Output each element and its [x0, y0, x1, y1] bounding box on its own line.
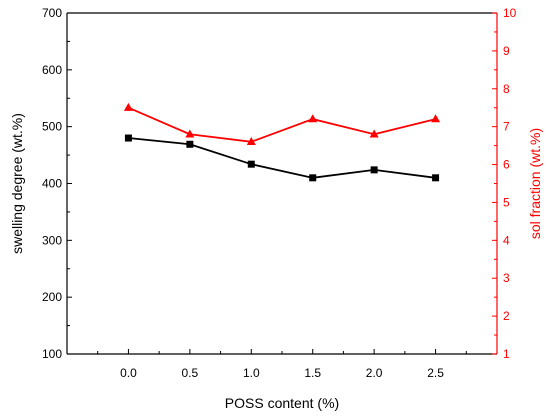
sol-fraction-series [123, 102, 441, 146]
left-y-tick-label: 700 [42, 6, 62, 20]
right-y-tick-label: 9 [503, 44, 510, 58]
left-y-tick-label: 500 [42, 120, 62, 134]
series-line [128, 106, 436, 143]
left-y-tick-label: 400 [42, 177, 62, 191]
data-point-triangle [308, 114, 318, 123]
x-tick-label: 1.0 [243, 366, 260, 380]
x-tick-label: 0.0 [120, 366, 137, 380]
data-point-triangle [185, 129, 195, 138]
data-point-square [309, 174, 317, 182]
left-y-tick-label: 100 [42, 347, 62, 361]
axes: 100 200 300 400 500 600 700 1 2 3 4 5 6 7 8 9 10 0.0 0.5 1.… [42, 6, 517, 380]
swelling-degree-series [124, 134, 440, 182]
data-point-triangle [123, 102, 133, 111]
right-y-axis-title: sol fraction (wt.%) [527, 128, 543, 239]
right-y-tick-label: 5 [503, 195, 510, 209]
x-tick-label: 0.5 [182, 366, 199, 380]
right-y-tick-label: 2 [503, 309, 510, 323]
right-y-tick-label: 3 [503, 271, 510, 285]
right-y-tick-label: 1 [503, 347, 510, 361]
data-point-triangle [431, 114, 441, 123]
data-point-square [432, 174, 440, 182]
data-point-triangle [369, 129, 379, 138]
series-line [128, 137, 436, 179]
data-point-triangle [246, 137, 256, 146]
data-point-square [247, 160, 255, 168]
right-y-tick-label: 10 [503, 6, 517, 20]
x-tick-label: 2.0 [366, 366, 383, 380]
right-y-tick-label: 6 [503, 158, 510, 172]
right-y-tick-label: 8 [503, 82, 510, 96]
data-point-square [186, 140, 194, 148]
left-y-axis-title: swelling degree (wt.%) [9, 113, 25, 254]
left-y-tick-label: 600 [42, 63, 62, 77]
x-tick-label: 1.5 [304, 366, 321, 380]
x-tick-label: 2.5 [427, 366, 444, 380]
series-layer [123, 102, 441, 182]
data-point-square [124, 134, 132, 142]
left-y-tick-label: 300 [42, 233, 62, 247]
x-axis-title: POSS content (%) [225, 395, 339, 411]
left-y-tick-label: 200 [42, 290, 62, 304]
data-point-square [370, 166, 378, 174]
right-y-tick-label: 4 [503, 233, 510, 247]
right-y-tick-label: 7 [503, 120, 510, 134]
